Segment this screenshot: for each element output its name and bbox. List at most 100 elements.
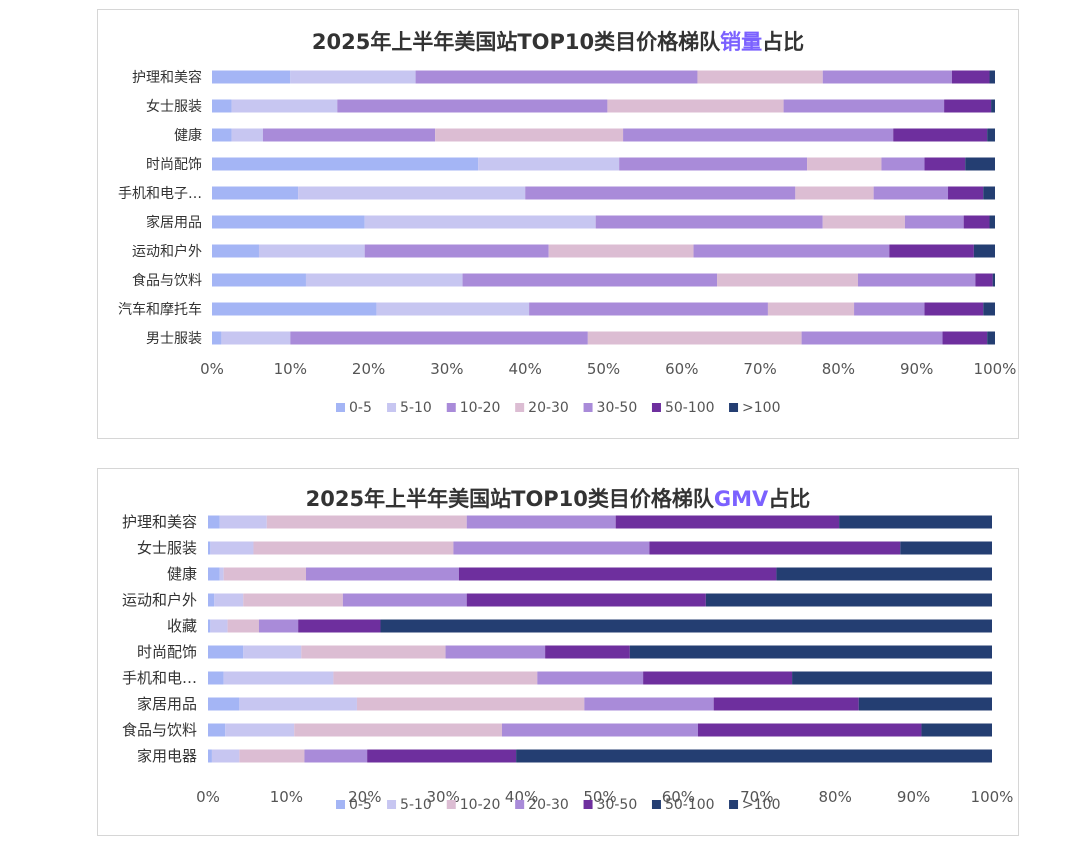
legend-label: 0-5: [349, 797, 372, 813]
bar-segment: [212, 99, 232, 113]
bar-segment: [227, 619, 259, 633]
bar-segment: [208, 723, 226, 737]
category-label: 时尚配饰: [146, 157, 202, 173]
bar-segment: [333, 671, 538, 685]
legend-label: >100: [742, 400, 780, 416]
bar-segment: [615, 515, 840, 529]
x-tick-label: 10%: [274, 360, 307, 378]
bar-segment: [208, 749, 212, 763]
x-tick-label: 40%: [509, 360, 542, 378]
bar-segment: [445, 645, 546, 659]
bar-segment: [649, 541, 901, 555]
bar-segment: [364, 244, 549, 258]
legend-label: 50-100: [665, 797, 715, 813]
chart-title-highlight: GMV: [713, 487, 769, 511]
bar-segment: [822, 215, 905, 229]
bar-segment: [212, 244, 259, 258]
category-label: 护理和美容: [122, 513, 197, 531]
bar-segment: [306, 567, 459, 581]
bar-segment: [643, 671, 793, 685]
bar-segment: [807, 157, 882, 171]
category-label: 食品与饮料: [132, 272, 202, 289]
bar-segment: [713, 697, 859, 711]
bar-segment: [529, 302, 768, 316]
legend-label: 10-20: [460, 797, 501, 813]
bar-segment: [839, 515, 992, 529]
bar-segment: [854, 302, 925, 316]
bar-segment: [858, 697, 992, 711]
category-label: 女士服装: [137, 539, 197, 557]
gmv-share-chart-panel: 2025年上半年美国站TOP10类目价格梯队GMV占比 护理和美容 女士服装 健康运…: [97, 468, 1019, 836]
bar-segment: [305, 273, 463, 287]
x-tick-label: 20%: [348, 788, 381, 806]
sales-share-chart-panel: 2025年上半年美国站TOP10类目价格梯队销量占比 护理和美容 女士服装 健康 时尚…: [97, 9, 1019, 439]
bar-segment: [629, 645, 992, 659]
bar-segment: [904, 215, 964, 229]
bar-segment: [525, 186, 796, 200]
legend-label: >100: [742, 797, 780, 813]
bar-segment: [607, 99, 784, 113]
bar-segment: [262, 128, 436, 142]
bar-segment: [595, 215, 823, 229]
bar-segment: [415, 70, 698, 84]
bar-segment: [801, 331, 943, 345]
bar-segment: [214, 593, 244, 607]
chart-title-highlight: 销量: [720, 30, 763, 54]
category-label: 护理和美容: [132, 69, 202, 86]
x-tick-label: 80%: [819, 788, 852, 806]
bar-segment: [466, 515, 616, 529]
bar-segment: [619, 157, 808, 171]
bar-segment: [208, 697, 240, 711]
bar-segment: [942, 331, 988, 345]
bar-segment: [987, 331, 995, 345]
bar-segment: [991, 99, 995, 113]
bar-segment: [924, 157, 966, 171]
chart-title-prefix: 2025年上半年美国站TOP10类目价格梯队: [305, 487, 714, 511]
bar-segment: [208, 671, 224, 685]
bar-segment: [376, 302, 530, 316]
bar-segment: [231, 128, 263, 142]
bar-segment: [453, 541, 650, 555]
category-label: 运动和户外: [132, 243, 202, 260]
bar-segment: [208, 645, 244, 659]
x-tick-label: 100%: [974, 360, 1017, 378]
legend-swatch: [387, 800, 397, 809]
legend-swatch: [387, 403, 397, 412]
bar-segment: [924, 302, 984, 316]
bar-segment: [435, 128, 624, 142]
bar-segment: [212, 215, 365, 229]
x-tick-label: 90%: [900, 360, 933, 378]
x-tick-label: 50%: [587, 360, 620, 378]
bar-segment: [893, 128, 988, 142]
bar-segment: [963, 215, 990, 229]
legend-swatch: [583, 800, 593, 809]
bar-segment: [210, 619, 228, 633]
bar-segment: [212, 273, 306, 287]
legend-label: 10-20: [460, 400, 501, 416]
bar-segment: [219, 567, 224, 581]
legend-swatch: [729, 403, 739, 412]
bar-segment: [987, 128, 995, 142]
bar-segment: [223, 567, 306, 581]
bar-segment: [545, 645, 630, 659]
bar-segment: [717, 273, 858, 287]
bar-segment: [266, 515, 467, 529]
category-label: 手机和电…: [122, 669, 197, 687]
bar-segment: [795, 186, 874, 200]
legend-label: 20-30: [528, 797, 569, 813]
bar-segment: [221, 331, 291, 345]
category-label: 运动和户外: [122, 591, 197, 609]
legend-label: 30-50: [597, 400, 638, 416]
bar-segment: [537, 671, 644, 685]
x-tick-label: 30%: [430, 360, 463, 378]
x-tick-label: 80%: [822, 360, 855, 378]
bar-segment: [587, 331, 802, 345]
category-label: 家居用品: [146, 214, 202, 231]
bar-segment: [219, 515, 267, 529]
legend-swatch: [336, 800, 345, 809]
chart-title-suffix: 占比: [768, 487, 811, 511]
bar-segment: [921, 723, 992, 737]
bar-segment: [973, 244, 995, 258]
chart-title-suffix: 占比: [762, 30, 805, 54]
bar-segment: [983, 186, 995, 200]
